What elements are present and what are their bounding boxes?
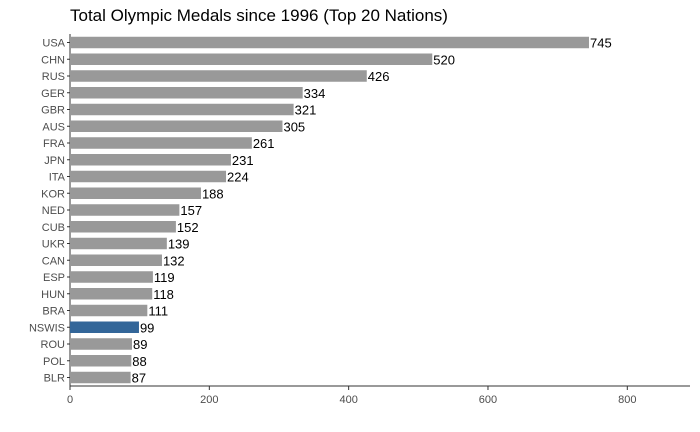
data-label-rou: 89	[133, 337, 147, 352]
bar-usa	[70, 36, 589, 49]
y-tick-label-ger: GER	[41, 88, 65, 100]
x-tick-label-200: 200	[200, 394, 218, 406]
bar-fra	[70, 137, 252, 149]
data-label-ukr: 139	[168, 237, 190, 252]
y-tick-label-ita: ITA	[49, 172, 66, 184]
data-label-esp: 119	[154, 270, 175, 285]
y-tick-label-gbr: GBR	[41, 105, 65, 117]
bar-ned	[70, 204, 180, 216]
y-tick-label-bra: BRA	[42, 306, 65, 318]
y-tick-label-can: CAN	[42, 255, 65, 267]
data-label-fra: 261	[253, 136, 275, 151]
data-label-gbr: 321	[295, 103, 317, 118]
bar-gbr	[70, 103, 294, 116]
y-tick-label-blr: BLR	[44, 373, 65, 385]
y-tick-label-ned: NED	[42, 205, 65, 217]
x-tick-label-400: 400	[339, 394, 357, 406]
y-tick-label-kor: KOR	[41, 188, 65, 200]
data-label-blr: 87	[132, 371, 146, 386]
data-label-can: 132	[163, 253, 185, 268]
bar-esp	[70, 271, 153, 283]
bar-bra	[70, 304, 148, 317]
data-label-kor: 188	[202, 186, 224, 201]
bar-chn	[70, 53, 433, 65]
data-label-bra: 111	[148, 304, 168, 319]
bar-jpn	[70, 154, 231, 166]
bar-cub	[70, 221, 176, 233]
x-tick-label-0: 0	[67, 394, 73, 406]
data-label-ger: 334	[304, 86, 326, 101]
chart-title: Total Olympic Medals since 1996 (Top 20 …	[70, 6, 448, 25]
bar-ger	[70, 87, 303, 99]
x-tick-label-600: 600	[479, 394, 497, 406]
data-label-rus: 426	[368, 69, 390, 84]
y-tick-label-rus: RUS	[42, 71, 65, 83]
bar-rou	[70, 338, 132, 350]
bar-pol	[70, 355, 132, 367]
y-tick-label-chn: CHN	[41, 54, 65, 66]
data-label-cub: 152	[177, 220, 199, 235]
bar-blr	[70, 371, 131, 384]
bar-rus	[70, 70, 367, 82]
data-label-ned: 157	[180, 203, 202, 218]
data-label-aus: 305	[283, 119, 305, 134]
y-tick-label-hun: HUN	[41, 289, 65, 301]
y-tick-label-fra: FRA	[43, 138, 66, 150]
bar-nswis	[70, 321, 139, 333]
y-tick-label-jpn: JPN	[44, 155, 65, 167]
data-label-nswis: 99	[140, 320, 154, 335]
y-tick-label-aus: AUS	[42, 121, 65, 133]
y-tick-label-ukr: UKR	[42, 239, 65, 251]
data-label-hun: 118	[153, 287, 174, 302]
data-label-usa: 745	[590, 36, 612, 51]
data-label-ita: 224	[227, 170, 249, 185]
y-tick-label-esp: ESP	[43, 272, 65, 284]
x-tick-label-800: 800	[618, 394, 636, 406]
bar-aus	[70, 120, 283, 132]
y-tick-label-cub: CUB	[42, 222, 65, 234]
y-tick-label-usa: USA	[42, 38, 65, 50]
y-tick-label-rou: ROU	[41, 339, 66, 351]
y-tick-label-nswis: NSWIS	[29, 322, 65, 334]
data-label-chn: 520	[433, 52, 455, 67]
bar-hun	[70, 288, 153, 300]
bar-can	[70, 254, 162, 266]
data-label-jpn: 231	[232, 153, 254, 168]
bar-kor	[70, 187, 201, 199]
bar-ukr	[70, 237, 167, 250]
y-tick-label-pol: POL	[43, 356, 65, 368]
data-label-pol: 88	[132, 354, 146, 369]
bar-ita	[70, 170, 227, 183]
